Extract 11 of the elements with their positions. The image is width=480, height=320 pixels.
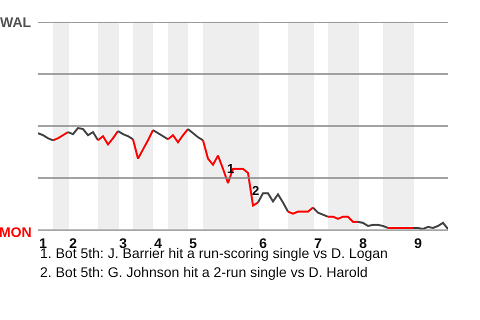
annotation: 2	[252, 183, 260, 198]
x-tick-label: 7	[314, 234, 322, 251]
ref-line-label: WAL	[0, 14, 32, 30]
x-tick-label: 4	[154, 234, 162, 251]
x-tick-label: 8	[359, 234, 368, 251]
x-tick-label: 9	[414, 234, 422, 251]
x-tick-label: 5	[189, 234, 198, 251]
annotation: 1	[227, 161, 234, 176]
ref-line-label: MON	[0, 224, 32, 240]
x-tick-label: 6	[259, 234, 268, 251]
text: 2. Bot 5th: G. Johnson hit a 2-run single vs D. Harold	[40, 264, 368, 280]
